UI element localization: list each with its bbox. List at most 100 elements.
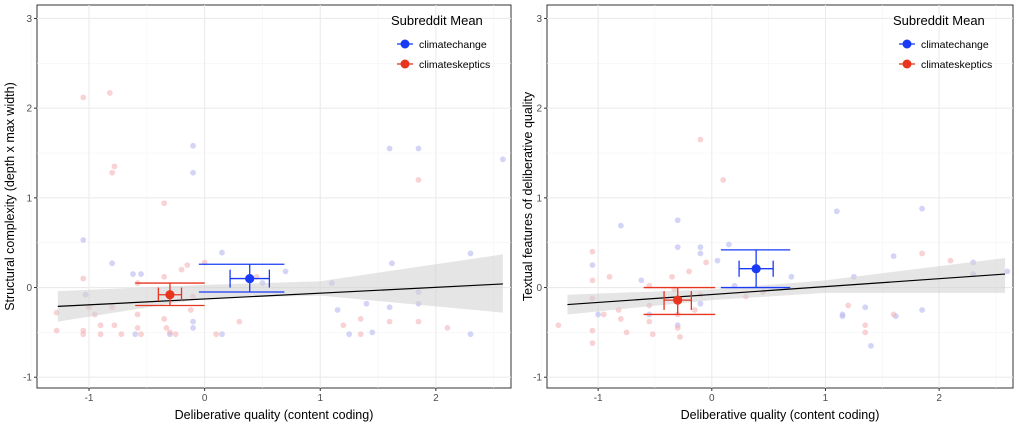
legend-title: Subreddit Mean: [893, 13, 985, 28]
legend: Subreddit Mean climatechange climateskepti…: [893, 13, 992, 71]
climatechange-point: [788, 273, 795, 280]
climateskeptics-point: [646, 318, 653, 325]
y-tick-label: 0: [26, 283, 32, 294]
climateskeptics-point: [623, 329, 630, 336]
climateskeptics-point: [415, 177, 422, 183]
climateskeptics-point: [697, 136, 704, 143]
climateskeptics-point: [167, 329, 173, 336]
climatechange-point: [697, 300, 704, 307]
climateskeptics-point: [161, 200, 168, 207]
climateskeptics-point: [589, 327, 596, 334]
climatechange-point: [346, 331, 353, 338]
climatechange-point: [862, 304, 869, 311]
y-axis-title: Structural complexity (depth x max width…: [3, 82, 17, 311]
climatechange-mean-marker: [720, 249, 791, 289]
climateskeptics-point: [53, 327, 60, 334]
climatechange-point: [467, 250, 474, 257]
climatechange-point: [697, 244, 704, 251]
climatechange-point: [132, 331, 139, 338]
x-tick-label: -1: [594, 393, 603, 404]
climatechange-point: [839, 313, 846, 320]
climatechange-point: [890, 253, 897, 260]
climateskeptics-mean-point: [165, 290, 175, 300]
y-axis-title: Textual features of deliberative quality: [521, 91, 535, 301]
legend-key-climateskeptics: [400, 59, 410, 69]
y-tick-label: 1: [536, 193, 542, 204]
legend-key-climateskeptics: [902, 59, 912, 69]
left-panel: -1 0 1 2 -1 0 1 2 3 Deliberative quality (content…: [3, 4, 512, 422]
climateskeptics-point: [80, 331, 87, 338]
climateskeptics-point: [555, 322, 562, 329]
climateskeptics-point: [134, 325, 141, 331]
climatechange-mean-marker: [198, 263, 285, 293]
climateskeptics-point: [415, 318, 422, 325]
climateskeptics-point: [213, 331, 220, 338]
x-tick-label: 0: [709, 393, 715, 404]
climatechange-point: [919, 307, 925, 313]
climateskeptics-mean-marker: [643, 286, 716, 316]
confidence-band: [57, 254, 503, 322]
climatechange-point: [674, 217, 681, 224]
climatechange-point: [467, 331, 474, 338]
climateskeptics-point: [606, 273, 613, 280]
climatechange-point: [868, 342, 874, 349]
climateskeptics-point: [677, 333, 683, 340]
climatechange-point: [369, 329, 376, 336]
climateskeptics-point: [178, 266, 185, 273]
climatechange-point: [638, 277, 645, 284]
climateskeptics-point: [674, 325, 681, 331]
climatechange-point: [190, 318, 196, 325]
legend-key-climatechange: [400, 39, 410, 49]
climatechange-point: [919, 205, 925, 212]
climateskeptics-point: [161, 273, 168, 280]
right-panel: -1 0 1 2 -1 0 1 2 3 Deliberative quality (content…: [521, 4, 1014, 422]
climatechange-point: [190, 325, 196, 331]
climateskeptics-point: [163, 325, 170, 331]
y-tick-label: -1: [533, 373, 542, 384]
legend-label-climateskeptics: climateskeptics: [921, 59, 992, 71]
climateskeptics-point: [890, 311, 897, 318]
climateskeptics-point: [187, 307, 194, 313]
climateskeptics-point: [862, 329, 869, 336]
x-tick-label: 0: [202, 393, 208, 404]
legend-key-climatechange: [902, 39, 912, 49]
climateskeptics-point: [686, 268, 692, 275]
climateskeptics-point: [357, 316, 364, 322]
climateskeptics-point: [118, 331, 125, 338]
climatechange-point: [595, 311, 602, 318]
climateskeptics-point: [617, 316, 624, 322]
climateskeptics-point: [862, 322, 869, 329]
x-tick-label: 2: [936, 393, 942, 404]
y-tick-label: 2: [26, 104, 32, 115]
y-tick-label: 3: [26, 14, 32, 25]
climateskeptics-point: [947, 257, 954, 264]
climateskeptics-point: [357, 331, 364, 338]
climateskeptics-point: [703, 259, 710, 266]
regression-line: [567, 273, 1006, 306]
x-axis-title: Deliberative quality (content coding): [175, 408, 374, 422]
climateskeptics-point: [111, 322, 118, 329]
climatechange-point: [617, 222, 624, 229]
climatechange-point: [109, 260, 116, 267]
x-tick-label: 1: [317, 393, 323, 404]
climatechange-point: [386, 304, 393, 311]
climatechange-point: [190, 169, 196, 176]
climatechange-point: [363, 300, 370, 307]
climateskeptics-point: [97, 331, 104, 338]
climateskeptics-point: [845, 302, 852, 309]
climatechange-point: [334, 307, 341, 313]
x-tick-label: 2: [433, 393, 439, 404]
climatechange-point: [219, 249, 225, 256]
climatechange-point: [80, 237, 87, 243]
climateskeptics-mean-marker: [135, 282, 205, 307]
legend-title: Subreddit Mean: [391, 13, 483, 28]
climatechange-point: [282, 268, 289, 275]
y-tick-label: 0: [536, 283, 542, 294]
climatechange-point: [386, 145, 393, 152]
climatechange-point: [674, 244, 681, 251]
climateskeptics-point: [97, 322, 104, 329]
climatechange-mean-point: [751, 264, 761, 274]
legend-label-climatechange: climatechange: [921, 39, 989, 51]
climatechange-point: [833, 208, 840, 215]
